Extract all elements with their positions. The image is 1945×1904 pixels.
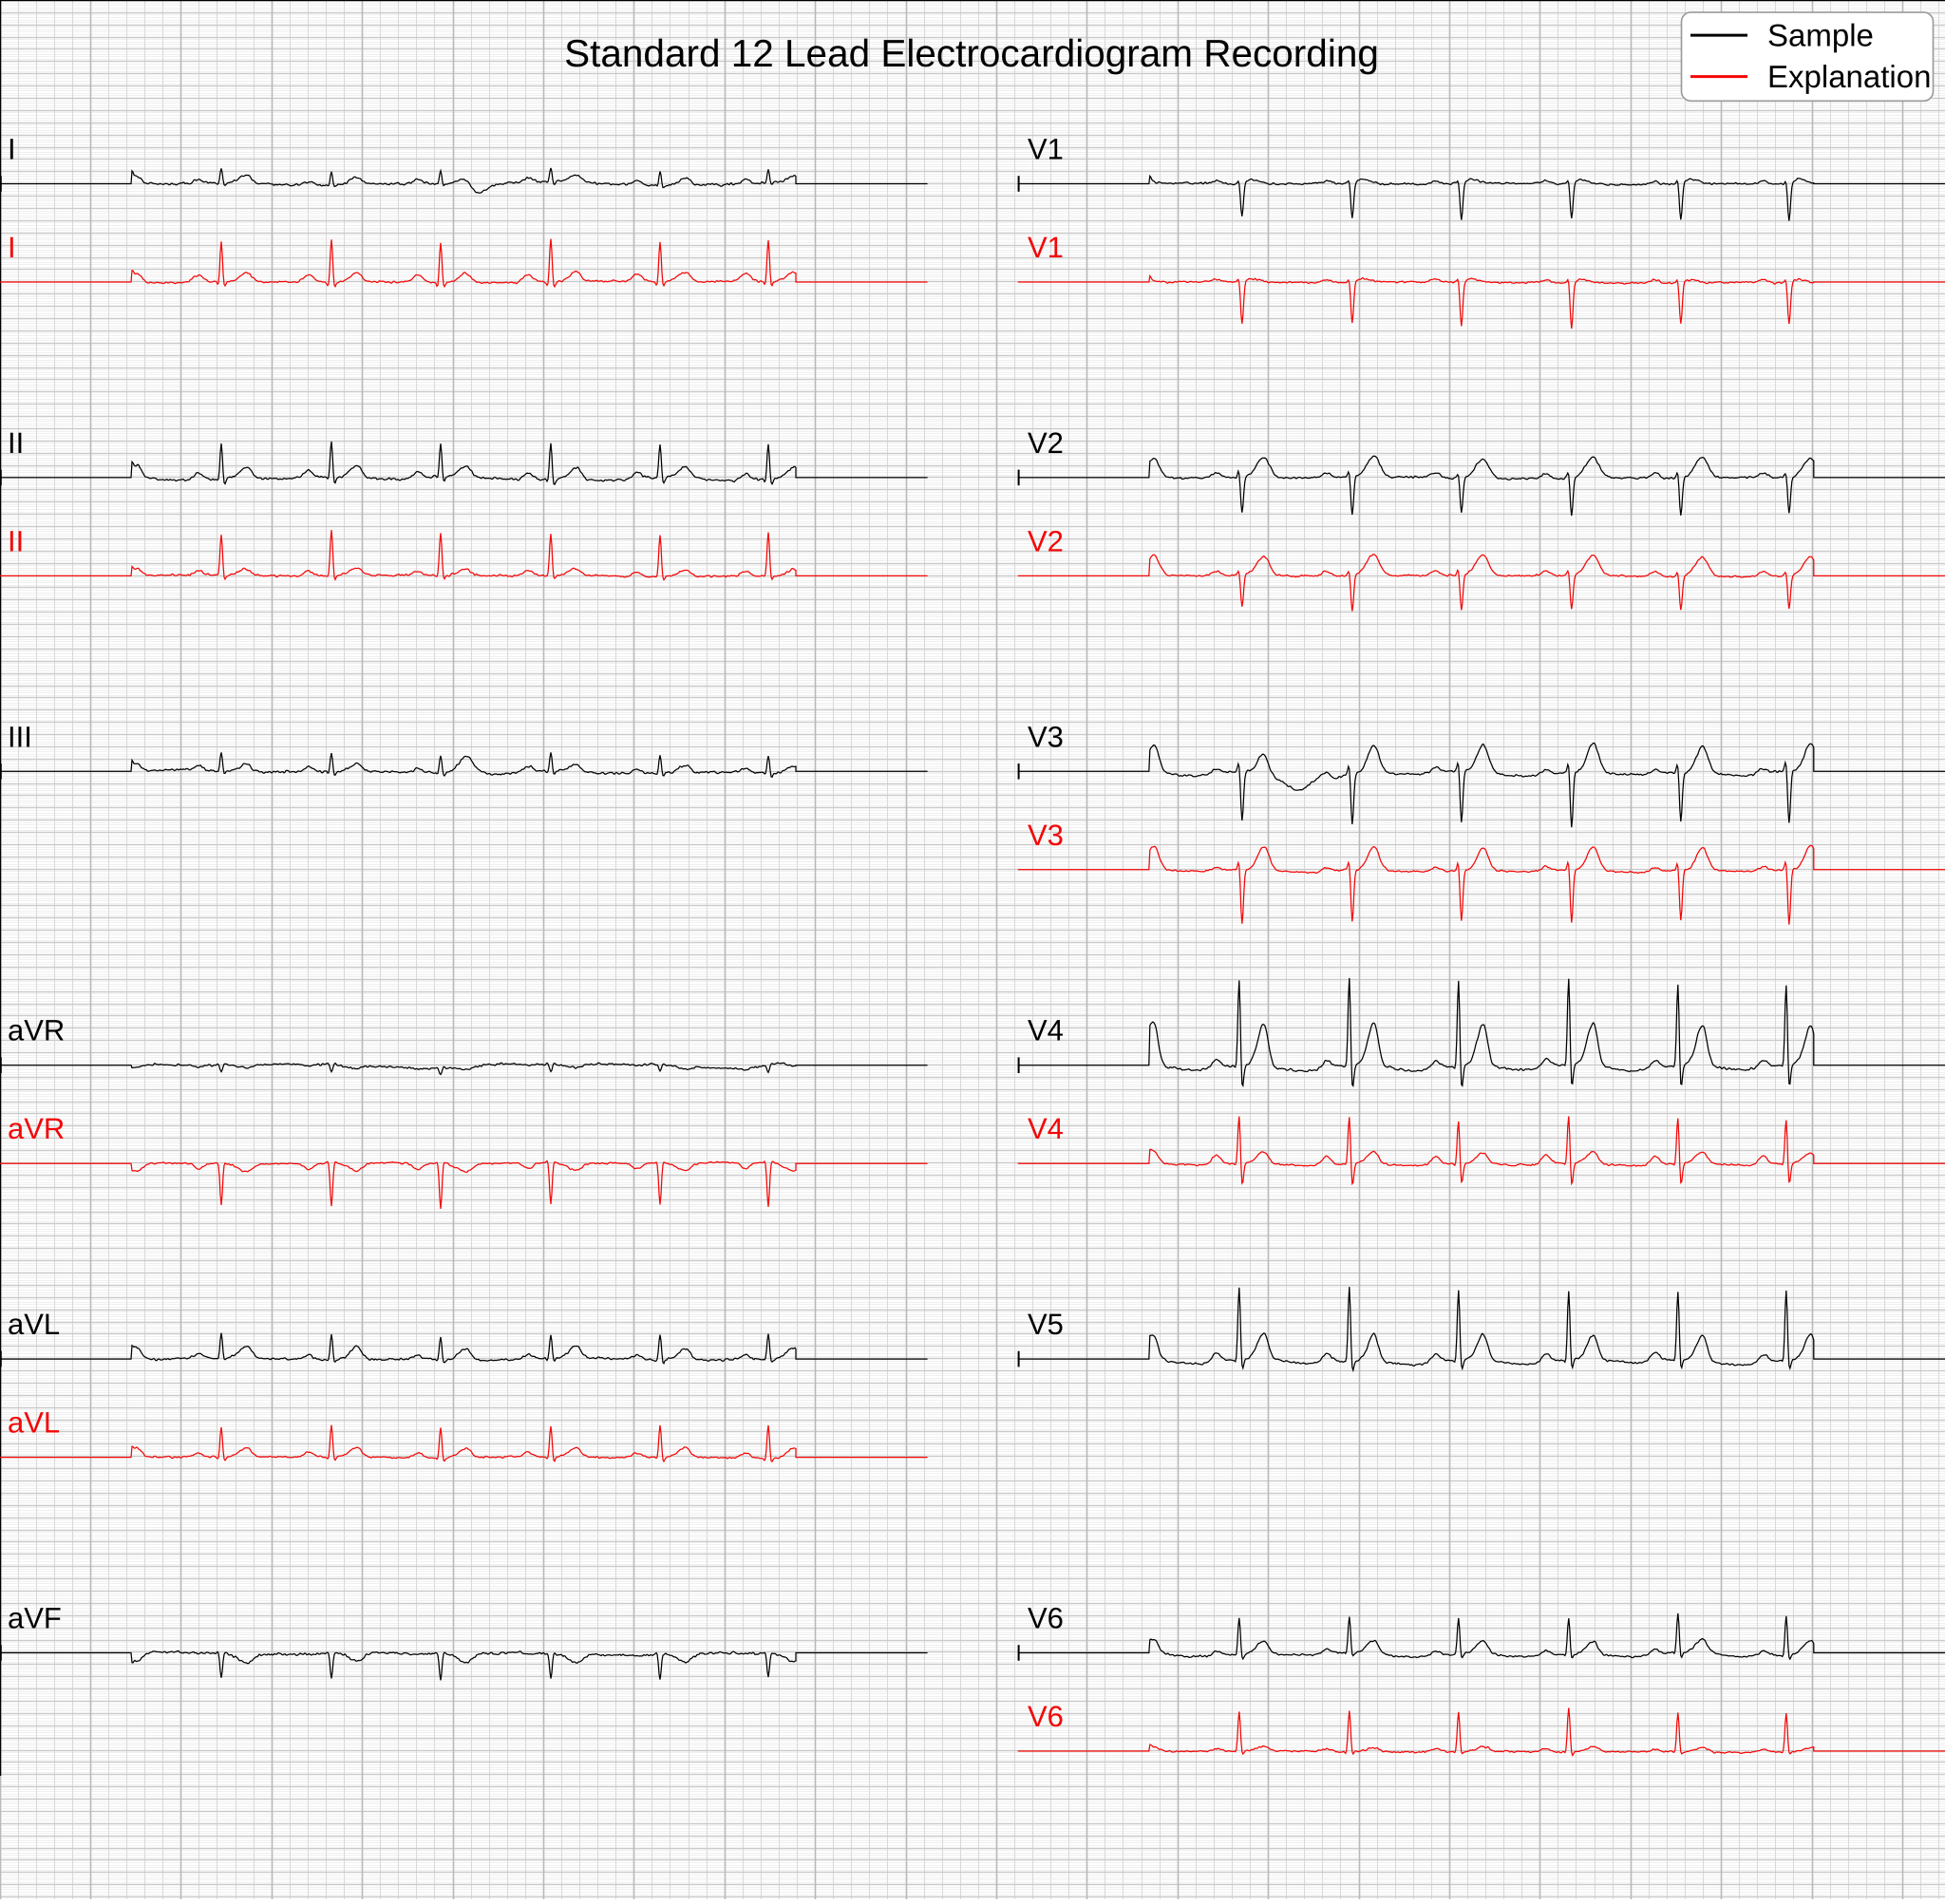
- svg-text:V2: V2: [1028, 426, 1064, 460]
- svg-text:aVF: aVF: [8, 1602, 62, 1635]
- svg-text:II: II: [8, 524, 24, 557]
- svg-text:Standard 12 Lead Electrocardio: Standard 12 Lead Electrocardiogram Recor…: [564, 31, 1379, 75]
- svg-text:I: I: [8, 231, 16, 264]
- svg-text:aVR: aVR: [8, 1014, 65, 1047]
- svg-text:aVL: aVL: [8, 1406, 60, 1440]
- svg-text:Explanation: Explanation: [1767, 59, 1931, 94]
- svg-text:V2: V2: [1028, 524, 1064, 557]
- svg-text:III: III: [8, 720, 32, 753]
- svg-text:Sample: Sample: [1767, 18, 1874, 53]
- svg-text:V3: V3: [1028, 720, 1064, 753]
- svg-text:aVR: aVR: [8, 1112, 65, 1145]
- svg-text:V3: V3: [1028, 819, 1064, 852]
- svg-text:V4: V4: [1028, 1112, 1064, 1145]
- svg-text:V4: V4: [1028, 1014, 1064, 1047]
- svg-text:V1: V1: [1028, 231, 1064, 264]
- svg-text:V5: V5: [1028, 1308, 1064, 1341]
- svg-text:V6: V6: [1028, 1700, 1064, 1733]
- svg-text:I: I: [8, 133, 16, 166]
- svg-text:II: II: [8, 426, 24, 460]
- svg-text:V6: V6: [1028, 1602, 1064, 1635]
- svg-text:aVL: aVL: [8, 1308, 60, 1341]
- svg-text:V1: V1: [1028, 133, 1064, 166]
